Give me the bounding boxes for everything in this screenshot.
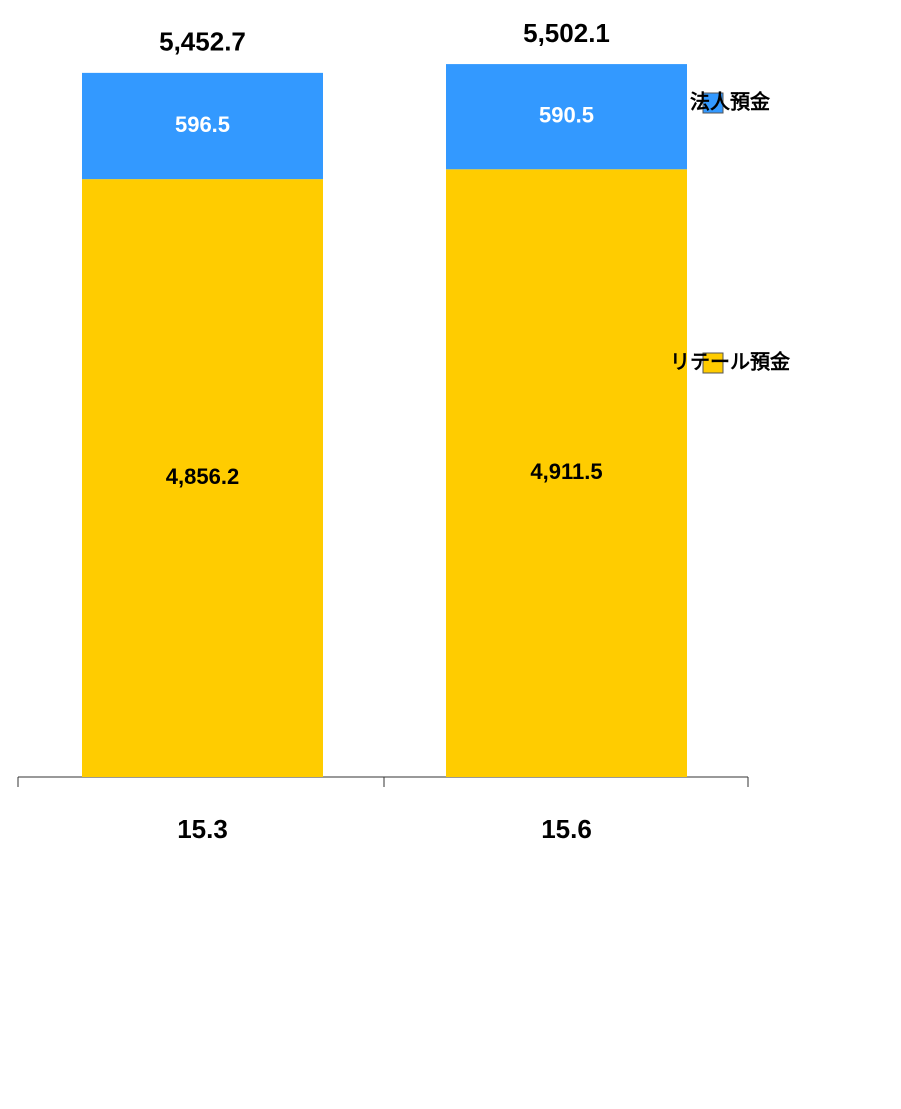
bar-segment: [82, 179, 323, 777]
legend-swatch: [702, 352, 724, 374]
data-label: 4,911.5: [530, 459, 602, 484]
data-label: 4,856.2: [166, 464, 239, 489]
legend-label: リテール預金: [670, 349, 791, 373]
bar-segment: [82, 72, 323, 180]
total-label: 5,502.1: [523, 18, 610, 48]
legend-label: 法人預金: [690, 89, 771, 113]
data-label: 590.5: [539, 102, 594, 127]
legend-swatch: [702, 92, 724, 114]
bar-segment: [446, 169, 687, 777]
total-label: 5,452.7: [159, 27, 246, 57]
x-tick-label: 15.3: [177, 814, 228, 844]
bar-segment: [446, 64, 687, 170]
x-tick-label: 15.6: [541, 814, 592, 844]
data-label: 596.5: [175, 112, 230, 137]
